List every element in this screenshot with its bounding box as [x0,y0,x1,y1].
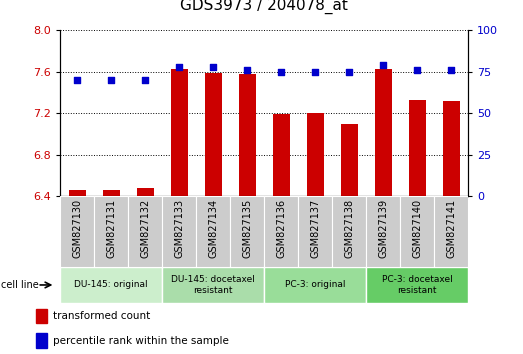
Text: PC-3: original: PC-3: original [285,280,345,290]
Bar [60,196,94,267]
Point [413,67,422,73]
Text: GSM827136: GSM827136 [276,199,286,258]
Bar [298,196,332,267]
Text: GSM827138: GSM827138 [344,199,354,258]
Bar [238,74,256,196]
Bar [374,69,392,196]
Bar [230,196,264,267]
Bar [204,73,222,196]
Point [209,64,218,69]
Text: GSM827130: GSM827130 [72,199,82,258]
Text: GSM827132: GSM827132 [140,199,150,258]
Bar [332,196,366,267]
Point [141,77,150,83]
Point [447,67,456,73]
Text: GSM827141: GSM827141 [446,199,456,258]
Bar [170,69,188,196]
Bar [196,196,230,267]
Text: GSM827131: GSM827131 [106,199,116,258]
Bar [36,333,47,348]
Bar [137,188,154,196]
Bar [434,196,468,267]
Text: GSM827134: GSM827134 [208,199,218,258]
Text: GSM827139: GSM827139 [378,199,388,258]
Bar [442,101,460,196]
Bar [340,124,358,196]
Bar [60,267,162,303]
Bar [272,114,290,196]
Text: GSM827135: GSM827135 [242,199,252,258]
Bar [162,267,264,303]
Bar [408,100,426,196]
Text: GSM827140: GSM827140 [412,199,422,258]
Text: DU-145: docetaxel
resistant: DU-145: docetaxel resistant [171,275,255,295]
Point [243,67,252,73]
Point [73,77,82,83]
Point [107,77,116,83]
Point [345,69,354,75]
Bar [36,309,47,323]
Bar [128,196,162,267]
Bar [366,267,468,303]
Text: percentile rank within the sample: percentile rank within the sample [53,336,229,346]
Bar [306,113,324,196]
Bar [400,196,434,267]
Point [311,69,320,75]
Text: transformed count: transformed count [53,311,151,321]
Bar [366,196,400,267]
Bar [162,196,196,267]
Point [379,62,388,68]
Text: GSM827137: GSM827137 [310,199,320,258]
Bar [94,196,128,267]
Text: PC-3: docetaxel
resistant: PC-3: docetaxel resistant [382,275,452,295]
Text: GSM827133: GSM827133 [174,199,184,258]
Bar [103,190,120,196]
Text: cell line: cell line [1,280,39,290]
Bar [264,196,298,267]
Text: DU-145: original: DU-145: original [74,280,148,290]
Point [277,69,286,75]
Text: GDS3973 / 204078_at: GDS3973 / 204078_at [180,0,348,14]
Bar [264,267,366,303]
Bar [69,190,86,196]
Point [175,64,184,69]
